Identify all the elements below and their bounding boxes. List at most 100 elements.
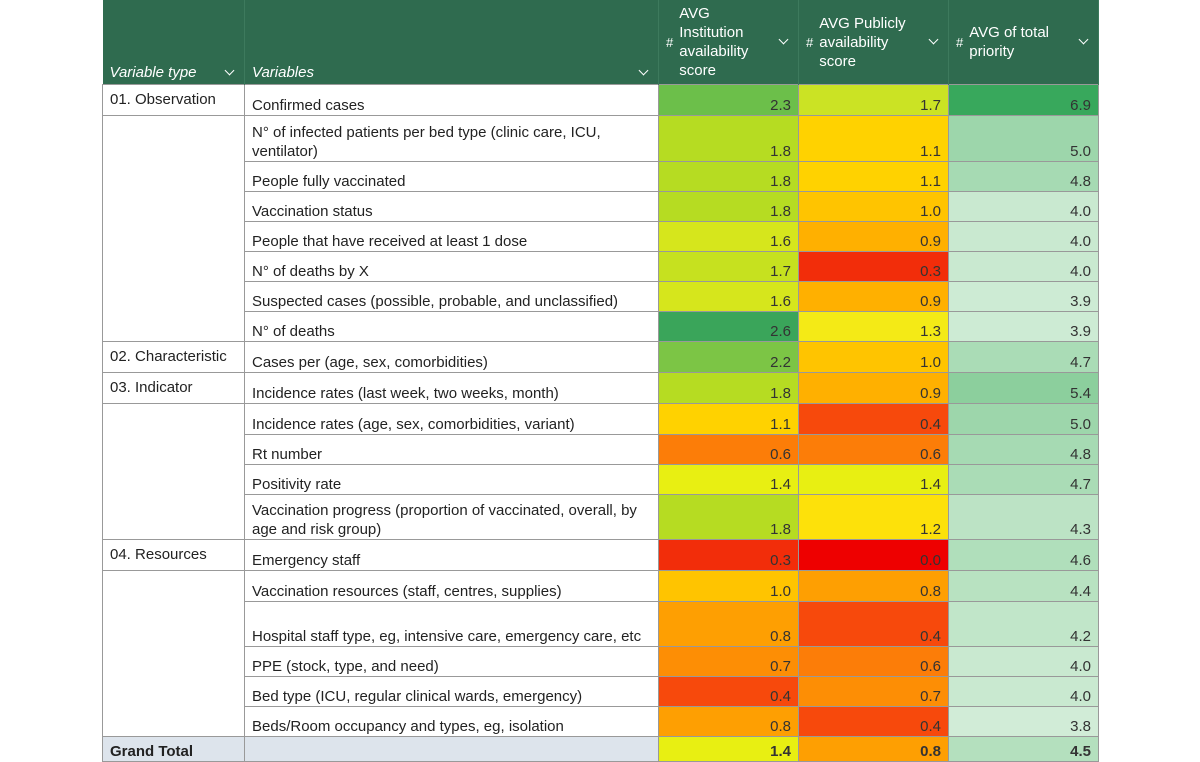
variable-type-cell[interactable]: 03. Indicator: [102, 372, 245, 404]
variable-cell[interactable]: People fully vaccinated: [244, 160, 659, 192]
variable-cell[interactable]: People that have received at least 1 dos…: [244, 220, 659, 252]
publicly-score-cell[interactable]: 0.7: [798, 675, 949, 707]
publicly-score-cell[interactable]: 0.9: [798, 220, 949, 252]
institution-score-cell[interactable]: 1.0: [658, 570, 799, 602]
variable-cell[interactable]: Bed type (ICU, regular clinical wards, e…: [244, 675, 659, 707]
variable-type-cell[interactable]: 04. Resources: [102, 539, 245, 571]
institution-score-cell[interactable]: 2.3: [658, 84, 799, 116]
institution-score-cell[interactable]: 1.1: [658, 403, 799, 435]
institution-score-cell[interactable]: 1.8: [658, 190, 799, 222]
variable-type-cell[interactable]: [102, 676, 245, 706]
variable-type-cell[interactable]: [102, 221, 245, 251]
publicly-score-cell[interactable]: 0.4: [798, 600, 949, 647]
variable-cell[interactable]: Positivity rate: [244, 463, 659, 495]
variable-type-cell[interactable]: [102, 115, 245, 161]
grand-total-institution[interactable]: 1.4: [658, 736, 799, 762]
institution-score-cell[interactable]: 0.3: [658, 539, 799, 571]
chevron-down-icon[interactable]: [778, 34, 789, 45]
institution-score-cell[interactable]: 2.2: [658, 341, 799, 373]
variable-cell[interactable]: Hospital staff type, eg, intensive care,…: [244, 600, 659, 647]
variable-type-cell[interactable]: [102, 161, 245, 191]
publicly-score-cell[interactable]: 0.9: [798, 280, 949, 312]
variable-cell[interactable]: N° of deaths: [244, 310, 659, 342]
institution-score-cell[interactable]: 1.6: [658, 220, 799, 252]
publicly-score-cell[interactable]: 0.8: [798, 570, 949, 602]
institution-score-cell[interactable]: 1.4: [658, 463, 799, 495]
variable-cell[interactable]: Beds/Room occupancy and types, eg, isola…: [244, 705, 659, 737]
publicly-score-cell[interactable]: 1.1: [798, 160, 949, 192]
total-priority-cell[interactable]: 5.0: [948, 403, 1099, 435]
total-priority-cell[interactable]: 4.8: [948, 433, 1099, 465]
total-priority-cell[interactable]: 4.2: [948, 600, 1099, 647]
institution-score-cell[interactable]: 1.8: [658, 160, 799, 192]
total-priority-cell[interactable]: 4.0: [948, 250, 1099, 282]
publicly-score-cell[interactable]: 0.3: [798, 250, 949, 282]
institution-score-cell[interactable]: 0.8: [658, 705, 799, 737]
publicly-score-cell[interactable]: 1.0: [798, 190, 949, 222]
variable-type-cell[interactable]: [102, 570, 245, 601]
total-priority-cell[interactable]: 4.6: [948, 539, 1099, 571]
institution-score-cell[interactable]: 1.6: [658, 280, 799, 312]
publicly-score-cell[interactable]: 0.6: [798, 645, 949, 677]
total-priority-cell[interactable]: 4.0: [948, 220, 1099, 252]
total-priority-cell[interactable]: 4.7: [948, 463, 1099, 495]
institution-score-cell[interactable]: 1.8: [658, 493, 799, 540]
variable-cell[interactable]: Incidence rates (last week, two weeks, m…: [244, 372, 659, 404]
variable-cell[interactable]: Vaccination progress (proportion of vacc…: [244, 493, 659, 540]
total-priority-cell[interactable]: 6.9: [948, 84, 1099, 116]
institution-score-cell[interactable]: 2.6: [658, 310, 799, 342]
grand-total-publicly[interactable]: 0.8: [798, 736, 949, 762]
institution-score-cell[interactable]: 1.8: [658, 115, 799, 162]
institution-score-cell[interactable]: 0.4: [658, 675, 799, 707]
variable-type-cell[interactable]: [102, 494, 245, 540]
variable-cell[interactable]: Suspected cases (possible, probable, and…: [244, 280, 659, 312]
variable-type-cell[interactable]: [102, 601, 245, 646]
total-priority-cell[interactable]: 4.3: [948, 493, 1099, 540]
total-priority-cell[interactable]: 3.9: [948, 310, 1099, 342]
publicly-score-cell[interactable]: 1.1: [798, 115, 949, 162]
chevron-down-icon[interactable]: [224, 65, 235, 75]
total-priority-cell[interactable]: 4.4: [948, 570, 1099, 602]
grand-total-priority[interactable]: 4.5: [948, 736, 1099, 762]
institution-score-cell[interactable]: 0.7: [658, 645, 799, 677]
institution-score-cell[interactable]: 0.8: [658, 600, 799, 647]
variable-type-cell[interactable]: [102, 464, 245, 494]
variable-cell[interactable]: N° of deaths by X: [244, 250, 659, 282]
variable-type-cell[interactable]: 01. Observation: [102, 84, 245, 116]
variable-type-cell[interactable]: [102, 706, 245, 737]
variable-type-cell[interactable]: [102, 191, 245, 221]
variable-cell[interactable]: Incidence rates (age, sex, comorbidities…: [244, 403, 659, 435]
publicly-score-cell[interactable]: 0.9: [798, 372, 949, 404]
variable-cell[interactable]: N° of infected patients per bed type (cl…: [244, 115, 659, 162]
total-priority-cell[interactable]: 4.0: [948, 645, 1099, 677]
publicly-score-cell[interactable]: 1.3: [798, 310, 949, 342]
variable-type-header[interactable]: Variable type: [102, 0, 245, 85]
publicly-score-cell[interactable]: 0.4: [798, 403, 949, 435]
institution-score-cell[interactable]: 1.7: [658, 250, 799, 282]
variable-type-cell[interactable]: [102, 311, 245, 342]
institution-score-cell[interactable]: 1.8: [658, 372, 799, 404]
total-priority-cell[interactable]: 5.4: [948, 372, 1099, 404]
chevron-down-icon[interactable]: [638, 65, 649, 75]
total-priority-header[interactable]: # AVG of total priority: [948, 0, 1099, 85]
variable-type-cell[interactable]: [102, 403, 245, 434]
total-priority-cell[interactable]: 4.7: [948, 341, 1099, 373]
total-priority-cell[interactable]: 3.9: [948, 280, 1099, 312]
institution-score-header[interactable]: # AVG Institution availability score: [658, 0, 799, 85]
publicly-score-cell[interactable]: 1.0: [798, 341, 949, 373]
publicly-score-cell[interactable]: 1.2: [798, 493, 949, 540]
publicly-score-cell[interactable]: 0.6: [798, 433, 949, 465]
variable-type-cell[interactable]: [102, 434, 245, 464]
variable-cell[interactable]: Emergency staff: [244, 539, 659, 571]
variable-cell[interactable]: PPE (stock, type, and need): [244, 645, 659, 677]
total-priority-cell[interactable]: 4.0: [948, 190, 1099, 222]
variable-cell[interactable]: Vaccination status: [244, 190, 659, 222]
chevron-down-icon[interactable]: [928, 34, 939, 45]
publicly-score-cell[interactable]: 0.0: [798, 539, 949, 571]
publicly-score-header[interactable]: # AVG Publicly availability score: [798, 0, 949, 85]
publicly-score-cell[interactable]: 1.4: [798, 463, 949, 495]
variable-cell[interactable]: Vaccination resources (staff, centres, s…: [244, 570, 659, 602]
variable-type-cell[interactable]: [102, 281, 245, 311]
variable-cell[interactable]: Cases per (age, sex, comorbidities): [244, 341, 659, 373]
variable-cell[interactable]: Confirmed cases: [244, 84, 659, 116]
